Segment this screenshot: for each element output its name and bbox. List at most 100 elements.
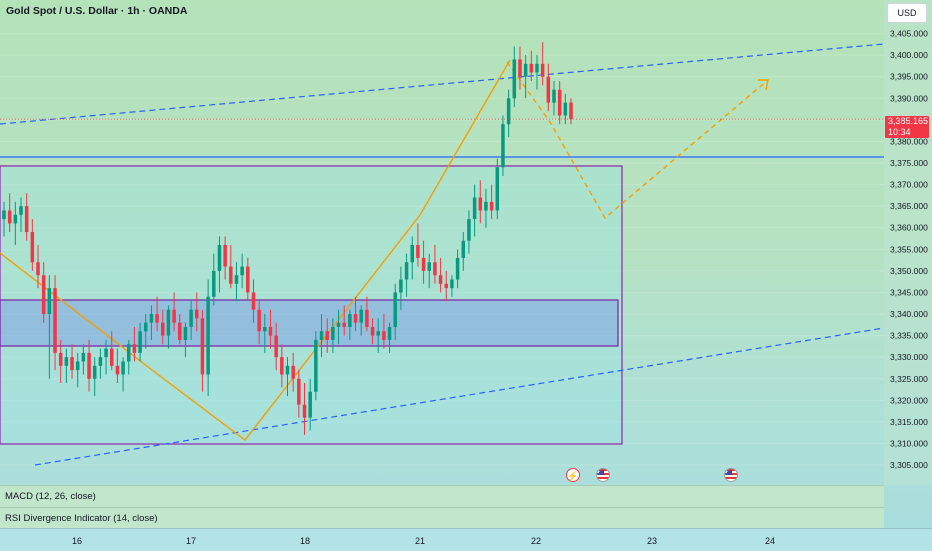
candle [36,245,40,289]
candle [376,318,380,353]
us-flag-icon[interactable] [724,468,738,482]
y-tick-label: 3,360.000 [890,223,928,233]
candle [416,223,420,267]
candle [495,158,500,220]
candle-body [217,245,222,271]
y-tick-label: 3,405.000 [890,29,928,39]
candle-body [308,391,312,418]
candle [535,55,539,90]
candle [172,292,176,332]
rsi-pane[interactable]: RSI Divergence Indicator (14, close) [0,507,884,529]
candle-body [132,344,137,353]
candle [64,348,69,384]
candle-body [41,275,46,315]
candle [393,283,397,340]
candle [246,257,250,302]
candle [92,357,97,397]
candle [240,253,244,289]
candle [523,55,528,99]
us-flag-icon[interactable] [596,468,610,482]
candle-body [92,365,97,379]
candle [280,344,284,388]
candle [489,184,494,220]
candle-body [376,331,380,336]
candle-body [461,240,466,258]
candle-body [285,365,290,375]
y-tick-label: 3,345.000 [890,287,928,297]
y-tick-label: 3,365.000 [890,201,928,211]
candle [274,322,278,371]
time-axis[interactable]: 16 17 18 21 22 23 24 [0,528,932,551]
y-tick-label: 3,310.000 [890,438,928,448]
swing-path-line [0,59,511,441]
candle-body [251,292,256,310]
y-tick-label: 3,395.000 [890,72,928,82]
candle-body [427,262,432,271]
y-tick-label: 3,330.000 [890,352,928,362]
y-tick-label: 3,370.000 [890,180,928,190]
candle [433,245,437,284]
candle-body [98,357,103,366]
candle-body [143,322,148,332]
candle [24,193,29,241]
candle-body [444,283,449,289]
candle [331,318,335,353]
candle-body [19,206,23,215]
upper-channel-line [0,43,885,125]
candle [569,98,573,125]
candle [143,314,148,349]
candle-body [336,322,341,327]
candle [506,89,511,138]
candle-body [24,206,29,233]
macd-pane[interactable]: MACD (12, 26, close) [0,485,884,507]
candle-body [467,219,471,241]
candle-body [382,331,386,340]
candle-body [319,331,324,340]
x-tick-label: 17 [185,536,197,546]
candle [53,275,57,371]
price-axis[interactable]: 3,305.000 3,310.000 3,315.000 3,320.000 3,32… [884,0,932,485]
candle-body [325,331,329,340]
candle-body [501,124,505,168]
candle-body [563,102,568,116]
y-tick-label: 3,320.000 [890,395,928,405]
candle [75,352,80,388]
y-tick-label: 3,305.000 [890,460,928,470]
y-tick-label: 3,350.000 [890,266,928,276]
candle-body [263,326,267,332]
candle-body [416,245,420,258]
currency-button[interactable]: USD [887,3,927,23]
x-tick-label: 16 [71,536,83,546]
candle [223,236,227,280]
y-tick-label: 3,375.000 [890,158,928,168]
candle [234,262,239,302]
x-tick-label: 22 [530,536,542,546]
candle [438,257,443,293]
candle-body [161,322,165,336]
candle [30,219,35,271]
candle [297,370,301,418]
candle [161,309,165,345]
candle [251,279,256,323]
candle-body [195,309,199,319]
price-axis-background [884,0,932,485]
candle [512,46,517,107]
candle-body [478,197,483,211]
projection-arrow-icon [758,79,769,91]
x-tick-label: 18 [299,536,311,546]
candle-body [126,344,131,362]
candle [353,296,358,332]
candle-body [70,357,74,371]
projection-path [506,61,769,220]
candle-body [246,266,250,293]
candle-body [569,102,573,120]
y-tick-label: 3,340.000 [890,309,928,319]
y-tick-label: 3,315.000 [890,417,928,427]
candle [58,339,63,384]
candle-body [433,262,437,276]
candle-body [314,339,318,392]
candle-body [13,214,18,224]
flash-icon[interactable]: ⚡ [566,468,580,482]
